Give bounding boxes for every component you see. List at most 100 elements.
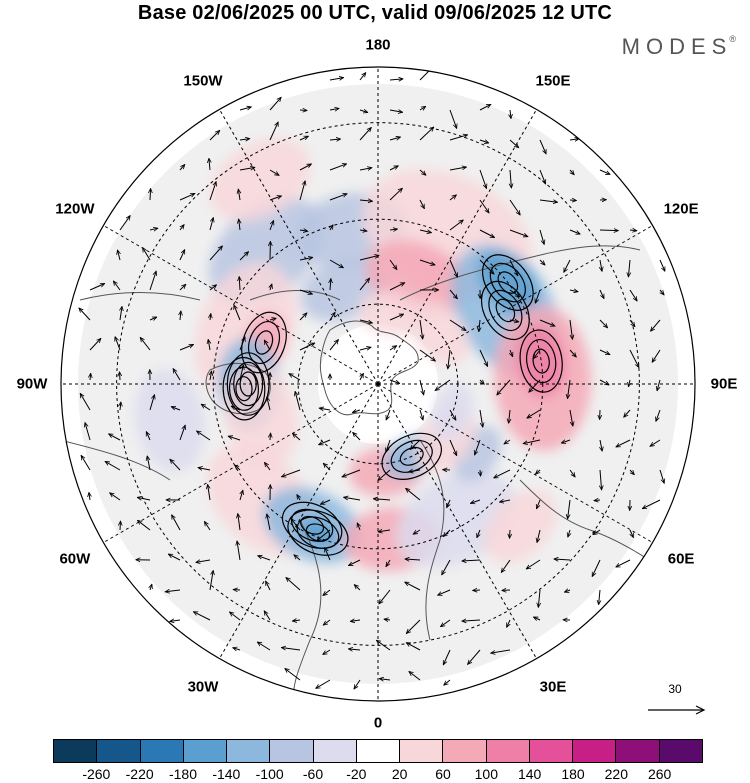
contour-line <box>222 356 266 421</box>
wind-vector <box>359 255 379 261</box>
wind-vector <box>480 380 484 384</box>
wind-vector <box>448 349 450 369</box>
wind-vector <box>323 589 331 596</box>
wind-vector <box>509 259 519 276</box>
contour-line <box>381 432 442 480</box>
wind-vector <box>170 620 181 621</box>
wind-vector <box>569 349 576 357</box>
wind-vector <box>570 169 574 175</box>
longitude-label-120e: 120E <box>663 200 699 218</box>
wind-vector <box>510 109 511 119</box>
chart-title: Base 02/06/2025 00 UTC, valid 09/06/2025… <box>137 2 613 24</box>
wind-vector <box>419 409 423 420</box>
wind-vector <box>446 499 450 508</box>
wind-vector <box>629 230 637 231</box>
wind-vector <box>599 289 605 299</box>
wind-vector <box>198 468 211 470</box>
wind-vector <box>210 314 211 321</box>
wind-vector <box>449 109 457 128</box>
wind-vector <box>285 669 301 681</box>
contour-line <box>281 501 343 549</box>
contour-line <box>519 329 563 393</box>
wind-vector <box>539 139 547 154</box>
wind-vector <box>594 500 601 501</box>
wind-vector <box>504 439 511 444</box>
wind-vector <box>150 189 151 201</box>
wind-vector <box>299 313 307 321</box>
meridian-line <box>377 383 680 559</box>
wind-vector <box>317 529 331 541</box>
wind-vector <box>179 425 185 441</box>
wind-vector <box>509 289 520 297</box>
wind-vector <box>659 469 664 483</box>
wind-vector <box>299 257 313 260</box>
wind-vector <box>319 439 331 445</box>
wind-vector <box>110 493 121 501</box>
colorbar-tick-label: -220 <box>125 766 154 782</box>
wind-vector <box>569 139 579 140</box>
longitude-label-90w: 90W <box>16 375 48 393</box>
wind-vector <box>386 439 391 452</box>
wind-vector <box>629 349 639 368</box>
wind-vector <box>281 648 301 651</box>
longitude-label-60e: 60E <box>667 550 695 568</box>
wind-vector <box>269 97 281 111</box>
colorbar-tick-label: -60 <box>302 766 324 782</box>
wind-vector <box>239 167 255 171</box>
wind-vector <box>265 581 271 591</box>
wind-vector <box>353 432 361 441</box>
wind-vector <box>600 259 602 271</box>
wind-vector <box>359 347 371 350</box>
wind-vector <box>264 340 271 351</box>
wind-vector <box>535 289 541 303</box>
wind-vector <box>509 229 528 237</box>
wind-vector <box>299 342 315 351</box>
anomaly-blob <box>223 362 298 468</box>
wind-vector <box>630 469 634 475</box>
longitude-label-120w: 120W <box>55 200 95 218</box>
wind-vector <box>180 311 181 321</box>
meridian-line <box>377 209 680 385</box>
colorbar-tick-label: -180 <box>168 766 198 782</box>
wind-vector <box>479 259 494 274</box>
wind-vector <box>497 379 511 395</box>
wind-vector <box>349 559 361 567</box>
wind-vector <box>165 590 181 592</box>
wind-vector <box>509 409 510 423</box>
wind-vector <box>479 349 489 366</box>
wind-vector <box>419 259 435 265</box>
wind-vector <box>568 529 570 537</box>
wind-vector <box>561 440 571 443</box>
latitude-circle <box>116 122 640 646</box>
wind-vector <box>449 439 457 456</box>
wind-vector <box>389 282 405 291</box>
wind-vector <box>282 469 301 477</box>
wind-vector <box>449 220 463 231</box>
colorbar-tick-label: 180 <box>561 766 585 782</box>
wind-vector <box>534 616 541 620</box>
wind-vector <box>233 590 241 591</box>
wind-vector <box>105 461 121 471</box>
coastlines <box>61 245 681 701</box>
wind-vector <box>443 529 451 537</box>
wind-vector <box>539 200 558 202</box>
wind-vector <box>234 305 241 321</box>
wind-vector <box>419 106 426 110</box>
wind-vector <box>373 499 391 500</box>
wind-vector <box>180 225 184 231</box>
wind-vector <box>79 308 91 321</box>
wind-vector <box>630 529 634 538</box>
wind-vector <box>170 459 181 471</box>
wind-vector <box>600 439 602 451</box>
wind-vector <box>295 391 301 411</box>
wind-vector <box>569 229 580 234</box>
wind-vector <box>330 279 331 291</box>
wind-vector <box>145 432 151 441</box>
wind-vector <box>616 559 631 568</box>
meridian-line <box>377 383 553 686</box>
wind-vector <box>379 589 391 604</box>
wind-vector <box>329 194 347 201</box>
wind-vector <box>292 620 301 621</box>
wind-vector <box>348 649 361 650</box>
wind-vector <box>419 379 424 395</box>
